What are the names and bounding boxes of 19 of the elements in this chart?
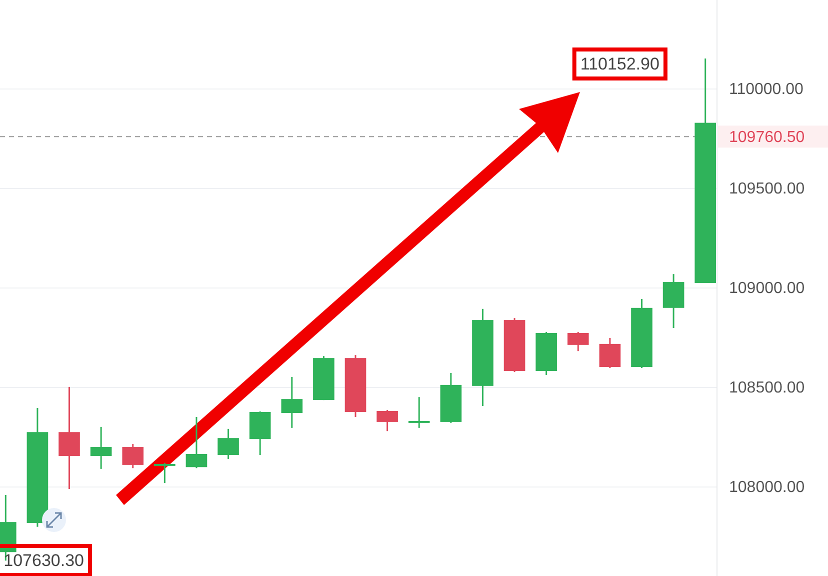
- annotation: 107630.30: [4, 550, 84, 570]
- y-tick-label: 109000.00: [729, 280, 805, 298]
- candlestick: [90, 426, 112, 470]
- candlestick: [122, 443, 144, 469]
- candlestick: [599, 337, 621, 369]
- candlestick: [376, 409, 398, 432]
- candlestick: [154, 462, 176, 484]
- annotation: 110152.90: [580, 54, 660, 74]
- candlestick: [218, 428, 239, 460]
- candlestick: [408, 396, 430, 429]
- y-tick-label: 108000.00: [729, 479, 805, 496]
- y-tick-label: 110000.00: [729, 81, 804, 98]
- candlestick: [58, 386, 80, 490]
- y-tick-label: 108500.00: [729, 380, 805, 397]
- candlestick: [281, 376, 303, 429]
- ref-line-label: 109760.50: [729, 129, 805, 146]
- y-tick-label: 109500.00: [729, 180, 805, 198]
- candlestick: [186, 416, 208, 469]
- candlestick: [567, 331, 589, 352]
